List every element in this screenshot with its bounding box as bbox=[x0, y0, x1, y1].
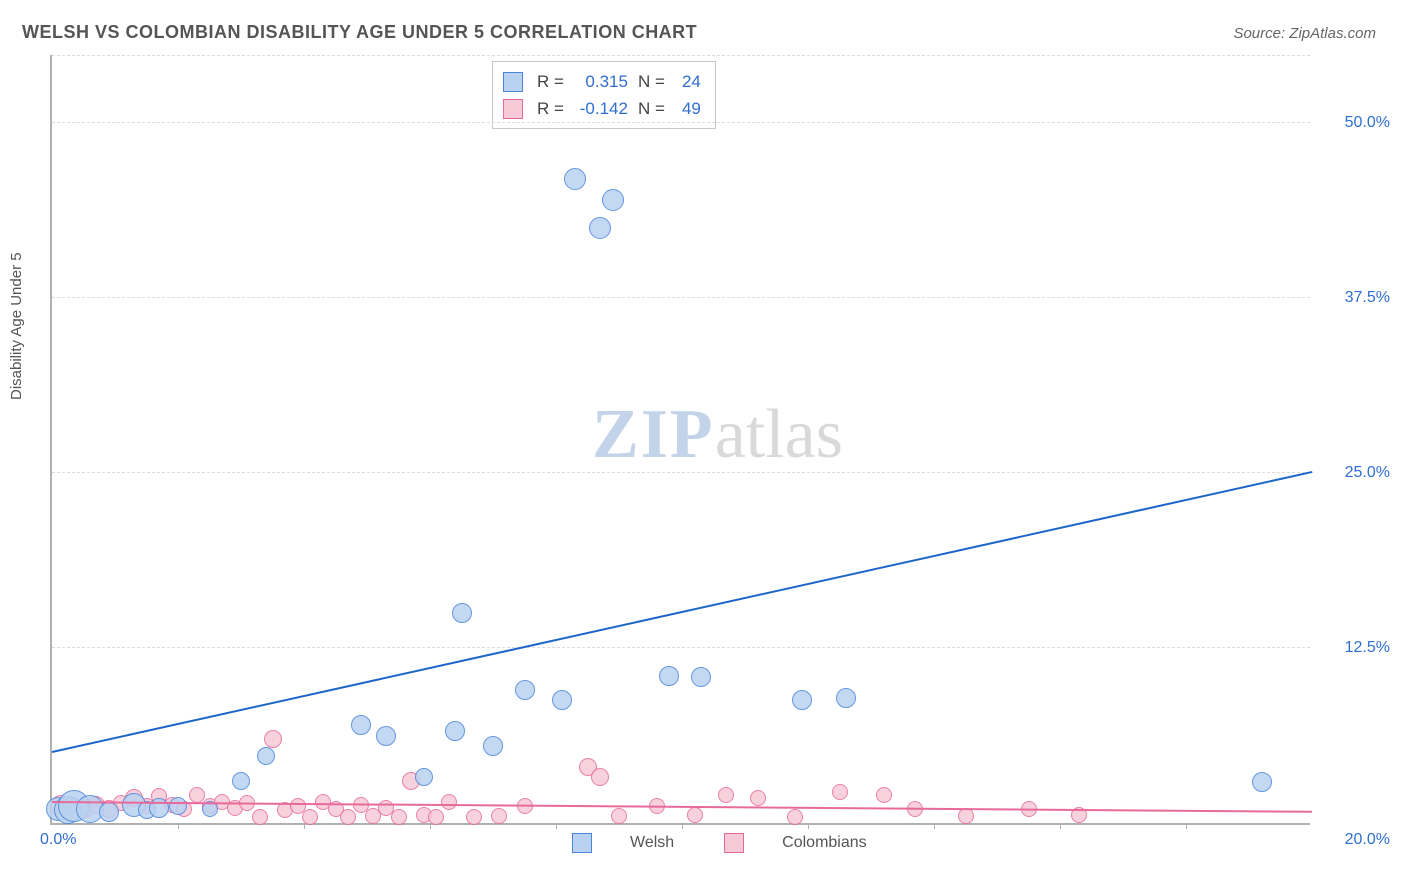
x-tick-mark bbox=[808, 823, 809, 829]
x-tick-mark bbox=[556, 823, 557, 829]
welsh-point bbox=[169, 797, 187, 815]
colombian-point bbox=[391, 809, 407, 825]
colombian-point bbox=[687, 807, 703, 823]
welsh-swatch-icon bbox=[572, 833, 592, 853]
welsh-point bbox=[232, 772, 250, 790]
watermark-zip: ZIP bbox=[592, 396, 715, 473]
legend-colombian-label: Colombians bbox=[782, 834, 866, 852]
x-tick-mark bbox=[178, 823, 179, 829]
colombian-point bbox=[340, 809, 356, 825]
colombian-point bbox=[876, 787, 892, 803]
r-label: R = bbox=[537, 68, 564, 95]
colombian-point bbox=[428, 809, 444, 825]
gridline bbox=[52, 472, 1310, 473]
x-tick-mark bbox=[934, 823, 935, 829]
stats-row-colombian: R = -0.142 N = 49 bbox=[503, 95, 701, 122]
colombian-point bbox=[611, 808, 627, 824]
colombian-point bbox=[466, 809, 482, 825]
colombian-n-value: 49 bbox=[671, 95, 701, 122]
welsh-point bbox=[602, 189, 624, 211]
colombian-point bbox=[491, 808, 507, 824]
colombian-swatch-icon bbox=[724, 833, 744, 853]
x-tick-mark bbox=[682, 823, 683, 829]
welsh-point bbox=[792, 690, 812, 710]
colombian-point bbox=[264, 730, 282, 748]
watermark: ZIPatlas bbox=[592, 395, 843, 475]
colombian-point bbox=[787, 809, 803, 825]
x-axis-min-label: 0.0% bbox=[40, 831, 76, 849]
legend-welsh-label: Welsh bbox=[630, 834, 674, 852]
colombian-point bbox=[958, 808, 974, 824]
welsh-point bbox=[257, 747, 275, 765]
colombian-r-value: -0.142 bbox=[570, 95, 628, 122]
source-attribution: Source: ZipAtlas.com bbox=[1233, 25, 1376, 42]
y-axis-label: Disability Age Under 5 bbox=[8, 252, 25, 400]
chart-title: WELSH VS COLOMBIAN DISABILITY AGE UNDER … bbox=[22, 22, 697, 43]
welsh-trend-line bbox=[52, 471, 1312, 753]
gridline bbox=[52, 122, 1310, 123]
welsh-point bbox=[836, 688, 856, 708]
welsh-point bbox=[659, 666, 679, 686]
welsh-point bbox=[376, 726, 396, 746]
welsh-point bbox=[552, 690, 572, 710]
welsh-point bbox=[445, 721, 465, 741]
gridline bbox=[52, 297, 1310, 298]
welsh-point bbox=[452, 603, 472, 623]
y-tick-label: 50.0% bbox=[1320, 114, 1390, 132]
welsh-point bbox=[691, 667, 711, 687]
welsh-point bbox=[515, 680, 535, 700]
welsh-point bbox=[564, 168, 586, 190]
x-axis-max-label: 20.0% bbox=[1345, 831, 1390, 849]
n-label: N = bbox=[638, 68, 665, 95]
welsh-swatch-icon bbox=[503, 72, 523, 92]
welsh-point bbox=[415, 768, 433, 786]
r-label: R = bbox=[537, 95, 564, 122]
y-tick-label: 12.5% bbox=[1320, 639, 1390, 657]
gridline bbox=[52, 647, 1310, 648]
y-tick-label: 37.5% bbox=[1320, 289, 1390, 307]
watermark-atlas: atlas bbox=[715, 396, 843, 473]
colombian-point bbox=[252, 809, 268, 825]
stats-row-welsh: R = 0.315 N = 24 bbox=[503, 68, 701, 95]
x-tick-mark bbox=[1060, 823, 1061, 829]
welsh-point bbox=[149, 798, 169, 818]
welsh-point bbox=[1252, 772, 1272, 792]
welsh-n-value: 24 bbox=[671, 68, 701, 95]
x-tick-mark bbox=[1186, 823, 1187, 829]
colombian-point bbox=[591, 768, 609, 786]
n-label: N = bbox=[638, 95, 665, 122]
legend: Welsh Colombians bbox=[572, 833, 867, 853]
colombian-point bbox=[441, 794, 457, 810]
plot-area: ZIPatlas R = 0.315 N = 24 R = -0.142 N =… bbox=[50, 55, 1310, 825]
stats-box: R = 0.315 N = 24 R = -0.142 N = 49 bbox=[492, 61, 716, 129]
colombian-point bbox=[750, 790, 766, 806]
colombian-point bbox=[302, 809, 318, 825]
gridline bbox=[52, 55, 1310, 56]
colombian-point bbox=[832, 784, 848, 800]
welsh-point bbox=[483, 736, 503, 756]
colombian-point bbox=[718, 787, 734, 803]
colombian-swatch-icon bbox=[503, 99, 523, 119]
welsh-point bbox=[589, 217, 611, 239]
welsh-point bbox=[99, 802, 119, 822]
y-tick-label: 25.0% bbox=[1320, 464, 1390, 482]
welsh-point bbox=[351, 715, 371, 735]
welsh-r-value: 0.315 bbox=[570, 68, 628, 95]
